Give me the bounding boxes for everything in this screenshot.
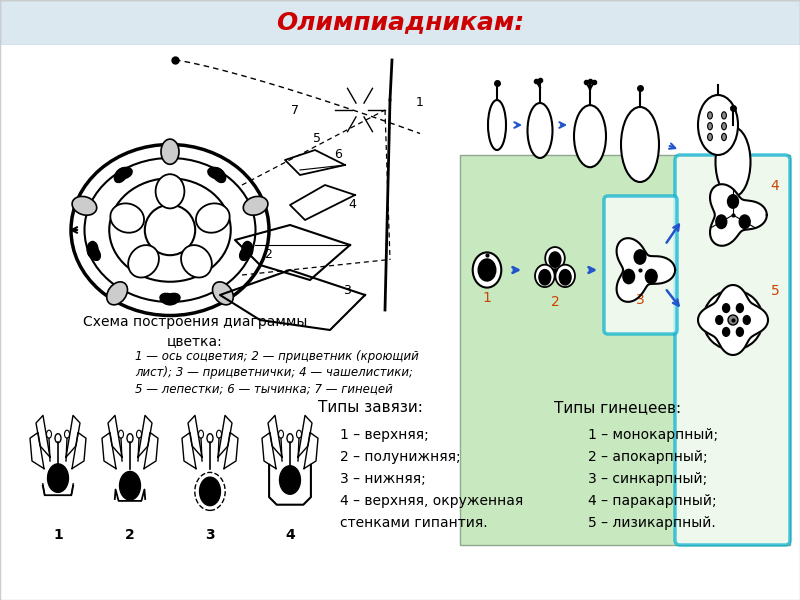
Ellipse shape [727,195,738,208]
Circle shape [728,315,738,325]
Ellipse shape [722,112,726,119]
Ellipse shape [208,167,223,179]
Bar [0,0,800,45]
Text: 7: 7 [291,103,299,116]
Text: 1: 1 [482,291,491,305]
Ellipse shape [243,196,268,215]
Polygon shape [710,184,766,246]
Ellipse shape [722,122,726,130]
Text: 3 – синкарпный;: 3 – синкарпный; [588,472,707,486]
Text: 5 – лизикарпный.: 5 – лизикарпный. [588,516,716,530]
Ellipse shape [621,107,659,182]
Ellipse shape [722,304,730,313]
Text: 3: 3 [205,528,215,542]
Ellipse shape [559,269,571,285]
Ellipse shape [539,269,550,285]
Ellipse shape [549,252,561,268]
Ellipse shape [242,241,253,257]
Text: 2 – полунижняя;: 2 – полунижняя; [340,450,461,464]
Ellipse shape [698,95,738,155]
Text: 1: 1 [53,528,63,542]
Text: 2: 2 [125,528,135,542]
Text: Типы завязи:: Типы завязи: [318,400,422,415]
Ellipse shape [535,265,554,287]
Ellipse shape [47,464,69,493]
Text: 4: 4 [285,528,295,542]
Ellipse shape [473,253,502,287]
Ellipse shape [716,215,726,229]
Ellipse shape [555,265,575,287]
Text: 5 — лепестки; 6 — тычинка; 7 — гинецей: 5 — лепестки; 6 — тычинка; 7 — гинецей [135,382,393,395]
Ellipse shape [527,103,553,158]
Ellipse shape [196,203,230,233]
Text: 1 – верхняя;: 1 – верхняя; [340,428,429,442]
Ellipse shape [722,133,726,140]
Ellipse shape [722,328,730,336]
Text: 6: 6 [334,148,342,160]
Ellipse shape [213,168,226,182]
Text: 1: 1 [416,95,424,109]
Text: 5: 5 [313,131,321,145]
FancyBboxPatch shape [675,155,790,545]
Ellipse shape [106,282,127,305]
Ellipse shape [181,245,212,278]
Ellipse shape [716,316,722,325]
Ellipse shape [87,241,98,257]
Ellipse shape [715,127,750,197]
Text: 4: 4 [348,199,356,211]
Text: Схема построения диаграммы
цветка:: Схема построения диаграммы цветка: [83,315,307,349]
Ellipse shape [110,203,144,233]
Ellipse shape [164,293,180,305]
Ellipse shape [87,246,100,260]
Text: 3: 3 [343,283,351,296]
FancyBboxPatch shape [604,196,677,334]
Text: стенками гипантия.: стенками гипантия. [340,516,488,530]
Text: Олимпиадникам:: Олимпиадникам: [276,10,524,34]
Ellipse shape [488,100,506,150]
Polygon shape [698,285,768,355]
Ellipse shape [546,247,565,269]
Text: 3: 3 [636,293,644,307]
Ellipse shape [119,472,141,500]
Ellipse shape [117,167,132,179]
Ellipse shape [646,269,657,284]
Ellipse shape [739,215,750,229]
Ellipse shape [240,246,253,260]
Ellipse shape [708,122,712,130]
Ellipse shape [708,112,712,119]
Text: 4 – верхняя, окруженная: 4 – верхняя, окруженная [340,494,523,508]
Ellipse shape [160,293,176,305]
Ellipse shape [279,466,301,494]
Ellipse shape [736,328,743,336]
Text: 3 – нижняя;: 3 – нижняя; [340,472,426,486]
Ellipse shape [736,304,743,313]
Ellipse shape [634,250,646,264]
Text: 2 – апокарпный;: 2 – апокарпный; [588,450,708,464]
Ellipse shape [623,269,634,284]
Text: лист); 3 — прицветнички; 4 — чашелистики;: лист); 3 — прицветнички; 4 — чашелистики… [135,366,413,379]
Ellipse shape [155,174,184,208]
Text: 4: 4 [770,179,779,193]
Ellipse shape [72,196,97,215]
Ellipse shape [114,168,127,182]
Ellipse shape [213,282,234,305]
Ellipse shape [574,105,606,167]
Text: 1 — ось соцветия; 2 — прицветник (кроющий: 1 — ось соцветия; 2 — прицветник (кроющи… [135,350,418,363]
Text: 1 – монокарпный;: 1 – монокарпный; [588,428,718,442]
Ellipse shape [199,477,221,506]
Text: 4 – паракарпный;: 4 – паракарпный; [588,494,717,508]
Ellipse shape [161,139,179,164]
Polygon shape [617,238,675,302]
Ellipse shape [478,259,496,281]
Circle shape [703,290,763,350]
Bar [460,155,790,545]
Text: 5: 5 [770,284,779,298]
Ellipse shape [708,133,712,140]
Text: 2: 2 [264,248,272,262]
Text: Типы гинецеев:: Типы гинецеев: [554,400,682,415]
Text: 2: 2 [550,295,559,309]
Ellipse shape [743,316,750,325]
Ellipse shape [128,245,159,278]
